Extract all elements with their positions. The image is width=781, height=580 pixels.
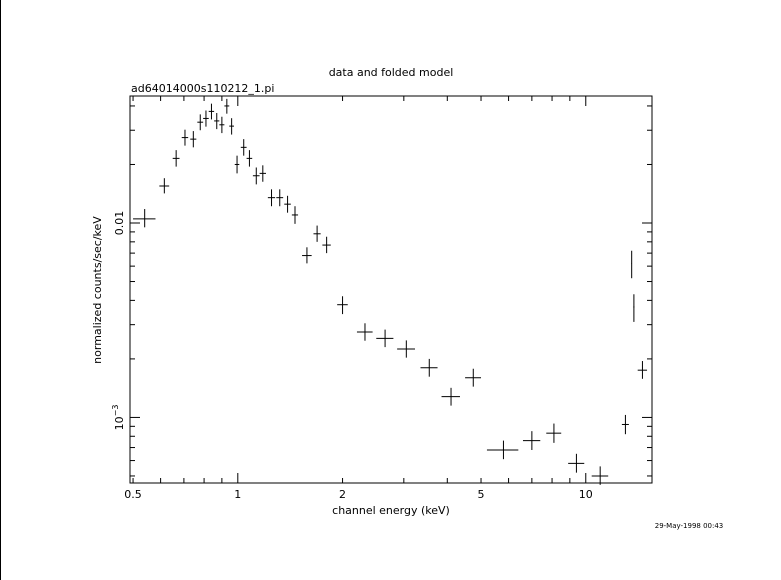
data-point xyxy=(240,139,247,156)
data-point xyxy=(591,466,609,485)
data-points xyxy=(133,98,648,485)
data-point xyxy=(214,112,220,130)
data-point xyxy=(568,453,585,473)
data-point xyxy=(133,209,156,228)
chart-subtitle: ad64014000s110212_1.pi xyxy=(131,82,274,95)
data-point xyxy=(397,340,415,358)
data-point xyxy=(229,118,234,135)
data-point xyxy=(637,361,648,379)
data-point xyxy=(224,98,230,114)
data-point xyxy=(267,189,276,207)
x-axis-label: channel energy (keV) xyxy=(332,504,450,517)
timestamp: 29-May-1998 00:43 xyxy=(655,522,724,530)
chart-title: data and folded model xyxy=(329,66,454,79)
data-point xyxy=(234,155,240,174)
data-point xyxy=(291,206,299,224)
data-point xyxy=(246,150,253,167)
data-point xyxy=(376,329,394,348)
data-point xyxy=(284,195,291,213)
data-point xyxy=(172,150,180,167)
data-point xyxy=(420,358,438,377)
data-point xyxy=(631,250,633,279)
data-point xyxy=(219,116,225,134)
data-point xyxy=(203,110,209,127)
data-point xyxy=(322,236,331,254)
y-axis-label: normalized counts/sec/keV xyxy=(91,216,104,364)
x-tick-label: 0.5 xyxy=(124,488,142,501)
data-point xyxy=(276,189,284,207)
major-ticks xyxy=(130,96,652,483)
data-point xyxy=(465,368,482,387)
data-point xyxy=(522,431,541,450)
data-point xyxy=(441,387,460,406)
x-tick-label: 5 xyxy=(478,488,485,501)
data-point xyxy=(302,247,312,264)
data-point xyxy=(621,414,629,435)
data-point xyxy=(486,440,519,460)
data-point xyxy=(546,423,562,443)
data-point xyxy=(159,178,170,194)
x-tick-label: 2 xyxy=(339,488,346,501)
data-point xyxy=(190,131,197,148)
data-point xyxy=(197,114,204,131)
data-point xyxy=(259,165,266,182)
plot-frame xyxy=(129,95,653,484)
minor-ticks xyxy=(130,96,652,483)
x-tick-label: 1 xyxy=(234,488,241,501)
y-tick-label: 0.01 xyxy=(113,211,126,236)
data-point xyxy=(313,225,321,242)
data-point xyxy=(181,129,189,146)
y-tick-label: 10−3 xyxy=(111,405,126,431)
x-tick-labels: 0.5 1 2 5 10 xyxy=(124,488,592,501)
y-tick-labels: 10−3 0.01 xyxy=(111,211,126,431)
data-point xyxy=(633,294,635,322)
data-point xyxy=(208,103,215,120)
data-point xyxy=(356,323,373,341)
x-tick-label: 10 xyxy=(579,488,593,501)
data-point xyxy=(337,296,348,315)
data-point xyxy=(252,167,260,185)
